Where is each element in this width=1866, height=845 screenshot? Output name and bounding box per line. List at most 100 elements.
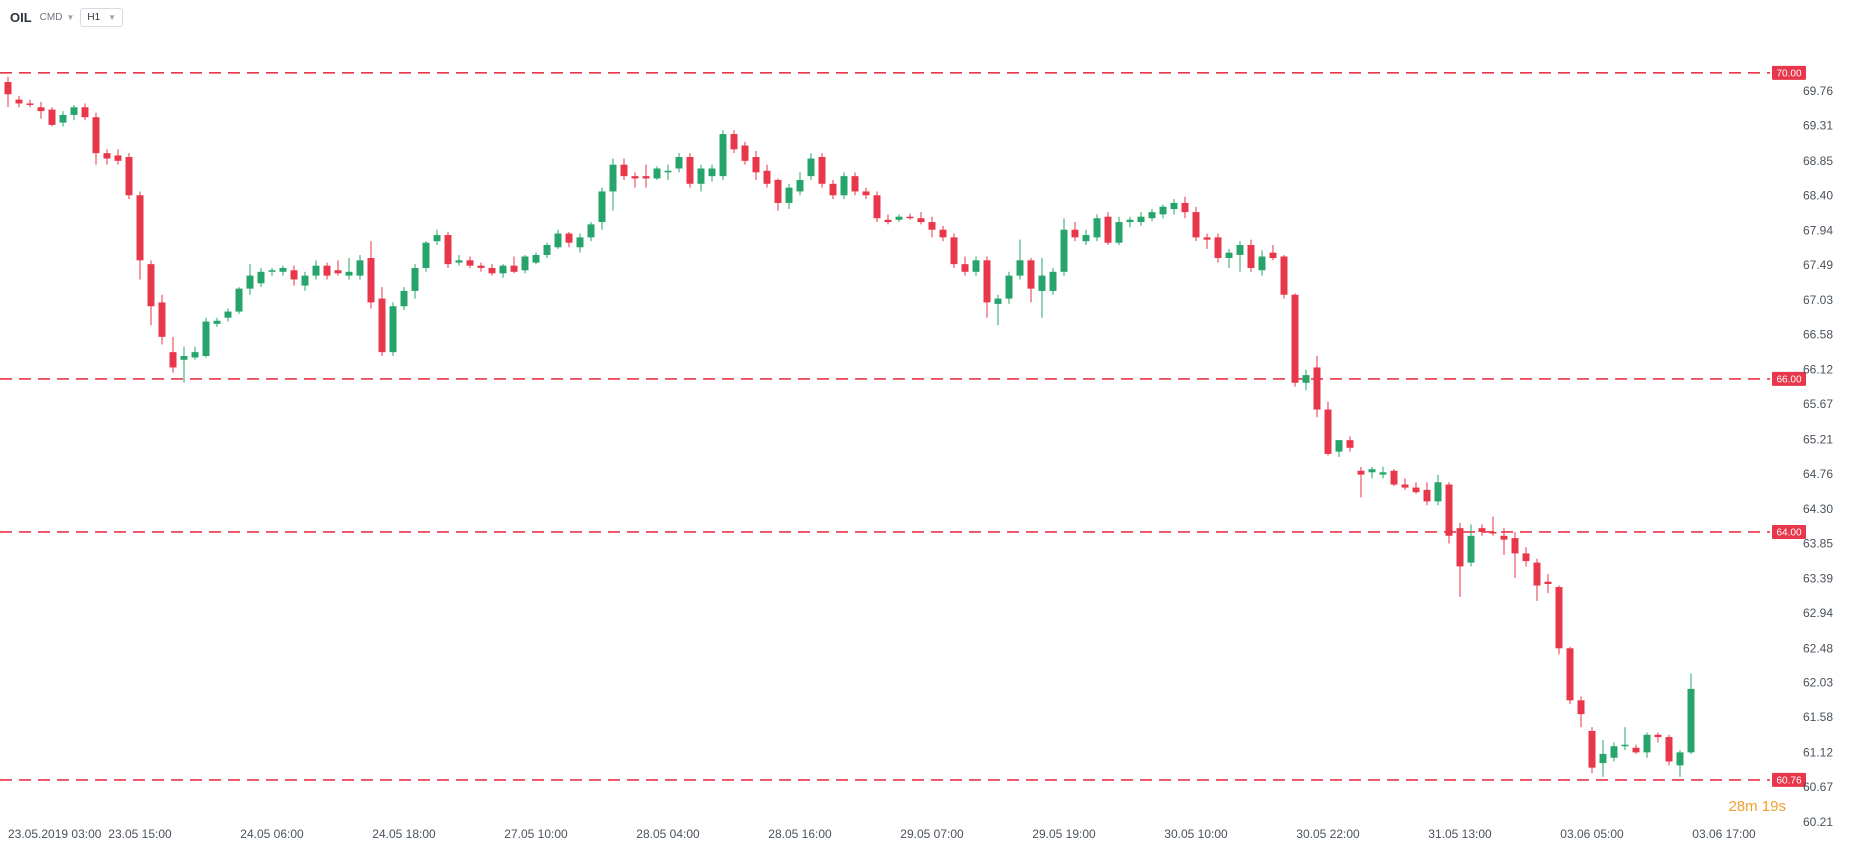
candle[interactable] xyxy=(224,308,232,322)
candle[interactable] xyxy=(202,317,210,358)
candle[interactable] xyxy=(1093,214,1101,242)
candle[interactable] xyxy=(1181,196,1189,219)
candle[interactable] xyxy=(1126,216,1134,228)
symbol-label[interactable]: OIL xyxy=(10,9,32,25)
candle[interactable] xyxy=(1247,239,1255,272)
candle[interactable] xyxy=(499,264,507,278)
candle[interactable] xyxy=(961,256,969,276)
candle[interactable] xyxy=(15,95,23,108)
candle[interactable] xyxy=(884,214,892,225)
candle[interactable] xyxy=(246,264,254,295)
candle[interactable] xyxy=(1566,646,1574,705)
candle[interactable] xyxy=(1434,474,1442,506)
candle[interactable] xyxy=(1544,574,1552,594)
candle[interactable] xyxy=(114,149,122,165)
candle[interactable] xyxy=(1115,216,1123,246)
candle[interactable] xyxy=(1346,436,1354,452)
candle[interactable] xyxy=(1445,482,1453,544)
candle[interactable] xyxy=(1258,250,1266,276)
candle[interactable] xyxy=(1280,254,1288,299)
candle[interactable] xyxy=(609,158,617,211)
candle[interactable] xyxy=(785,183,793,210)
candle[interactable] xyxy=(675,153,683,173)
candle[interactable] xyxy=(37,101,45,119)
candle[interactable] xyxy=(136,191,144,280)
candle[interactable] xyxy=(1522,547,1530,567)
candle[interactable] xyxy=(1665,734,1673,766)
timeframe-selector[interactable]: H1 ▼ xyxy=(80,7,124,27)
candle[interactable] xyxy=(422,241,430,272)
candle[interactable] xyxy=(1335,440,1343,457)
candle[interactable] xyxy=(763,164,771,188)
candle[interactable] xyxy=(565,232,573,248)
candle[interactable] xyxy=(1038,258,1046,318)
candle[interactable] xyxy=(1192,206,1200,242)
candle[interactable] xyxy=(620,158,628,180)
candle[interactable] xyxy=(466,256,474,268)
candle[interactable] xyxy=(1005,271,1013,304)
candle[interactable] xyxy=(180,346,188,383)
candle[interactable] xyxy=(818,153,826,188)
candle[interactable] xyxy=(444,232,452,268)
candle[interactable] xyxy=(301,271,309,291)
candle[interactable] xyxy=(1390,469,1398,487)
candle[interactable] xyxy=(1456,522,1464,598)
candle[interactable] xyxy=(1302,369,1310,391)
candle[interactable] xyxy=(1159,204,1167,219)
candle[interactable] xyxy=(1324,401,1332,456)
candle[interactable] xyxy=(730,130,738,154)
candle[interactable] xyxy=(1511,531,1519,578)
candle[interactable] xyxy=(895,214,903,223)
candle[interactable] xyxy=(972,256,980,276)
candle[interactable] xyxy=(950,233,958,268)
candle[interactable] xyxy=(477,262,485,272)
candle[interactable] xyxy=(851,172,859,196)
candle[interactable] xyxy=(906,213,914,220)
candle[interactable] xyxy=(1027,258,1035,303)
candle[interactable] xyxy=(1401,478,1409,490)
candle[interactable] xyxy=(1643,732,1651,758)
candle[interactable] xyxy=(664,164,672,180)
candle[interactable] xyxy=(1379,466,1387,479)
candle[interactable] xyxy=(400,287,408,311)
candle[interactable] xyxy=(1555,585,1563,655)
candle[interactable] xyxy=(169,336,177,373)
candle[interactable] xyxy=(1687,673,1695,754)
candle[interactable] xyxy=(70,104,78,121)
candle[interactable] xyxy=(1610,742,1618,762)
candle[interactable] xyxy=(994,294,1002,326)
candle[interactable] xyxy=(543,242,551,259)
candle[interactable] xyxy=(455,254,463,266)
candle[interactable] xyxy=(631,172,639,188)
candle[interactable] xyxy=(807,153,815,180)
candle[interactable] xyxy=(576,233,584,253)
candle[interactable] xyxy=(1291,293,1299,387)
candle[interactable] xyxy=(686,153,694,188)
candle[interactable] xyxy=(983,256,991,318)
candle[interactable] xyxy=(411,264,419,299)
candle[interactable] xyxy=(1489,516,1497,536)
candle[interactable] xyxy=(191,346,199,360)
candle[interactable] xyxy=(521,254,529,274)
candle[interactable] xyxy=(59,111,67,127)
candle[interactable] xyxy=(829,179,837,200)
candle[interactable] xyxy=(81,103,89,121)
candle[interactable] xyxy=(48,107,56,127)
candle[interactable] xyxy=(796,172,804,196)
candle[interactable] xyxy=(312,260,320,280)
candle[interactable] xyxy=(1137,212,1145,226)
candle[interactable] xyxy=(598,187,606,230)
candle[interactable] xyxy=(873,191,881,223)
candle[interactable] xyxy=(1676,750,1684,777)
candle[interactable] xyxy=(510,256,518,274)
candle[interactable] xyxy=(4,76,12,108)
candle[interactable] xyxy=(356,254,364,280)
candle[interactable] xyxy=(1016,239,1024,280)
candle[interactable] xyxy=(1423,482,1431,506)
candle[interactable] xyxy=(1203,233,1211,249)
candle[interactable] xyxy=(1654,732,1662,743)
candle[interactable] xyxy=(103,149,111,165)
candle[interactable] xyxy=(1577,696,1585,728)
candle[interactable] xyxy=(1225,248,1233,268)
